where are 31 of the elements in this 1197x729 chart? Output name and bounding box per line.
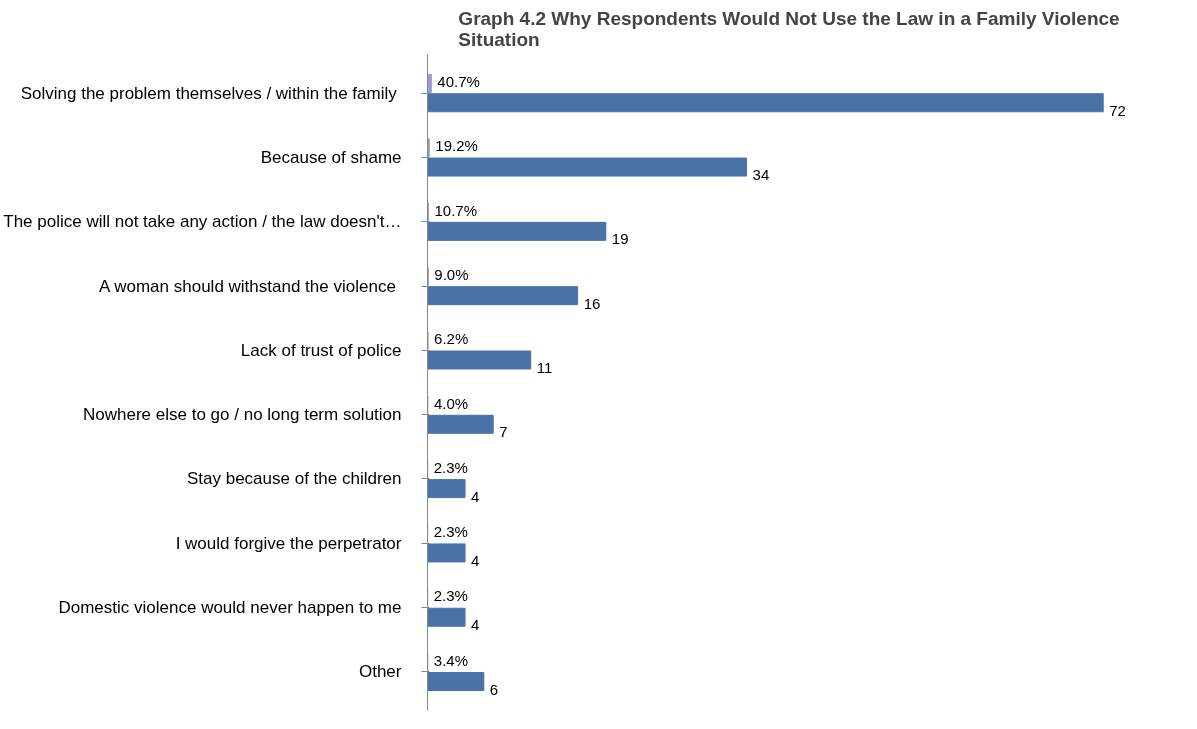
data-label: 2.3% (433, 523, 468, 541)
data-label: 40.7% (437, 72, 480, 90)
data-label: 3.4% (433, 651, 469, 669)
data-label: 6 (489, 680, 499, 698)
data-label: 10.7% (434, 201, 478, 219)
data-label: 4.0% (433, 394, 469, 412)
y-tick-label: Stay because of the children (186, 469, 402, 489)
y-tick-label: Because of shame (260, 147, 402, 167)
data-label: 2.3% (433, 587, 468, 605)
data-label: 11 (536, 358, 553, 376)
data-label: 16 (583, 294, 601, 312)
data-label: 2.3% (433, 458, 468, 476)
data-label: 6.2% (434, 330, 469, 348)
data-label: 19.2% (435, 137, 478, 155)
data-label: 4 (471, 487, 480, 505)
data-label: 7 (499, 423, 508, 441)
data-label: 19 (611, 230, 629, 248)
data-label: 72 (1109, 101, 1126, 119)
data-label: 4 (471, 551, 480, 569)
data-label: 4 (471, 616, 480, 634)
y-tick-label: The police will not take any action / the law doesn't… (3, 212, 402, 232)
chart-title: Graph 4.2 Why Respondents Would Not Use the Law in a Family Violence Situation (458, 7, 1120, 50)
y-tick-label: Other (358, 662, 402, 682)
y-tick-label: Domestic violence would never happen to me (58, 598, 402, 618)
y-tick-label: I would forgive the perpetrator (175, 533, 402, 553)
data-label: 34 (752, 166, 770, 184)
y-tick-label: Nowhere else to go / no long term solution (83, 405, 402, 425)
y-tick-label: Solving the problem themselves / within the family (20, 83, 398, 103)
y-tick-label: Lack of trust of police (240, 340, 402, 360)
data-label: 9.0% (434, 265, 469, 283)
y-tick-label: A woman should withstand the violence (99, 276, 396, 296)
